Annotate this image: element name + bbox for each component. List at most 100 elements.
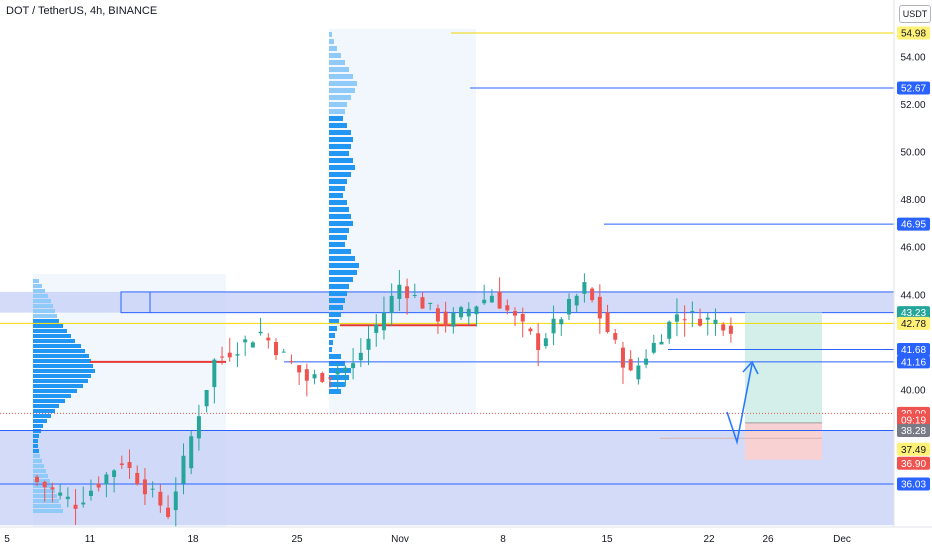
price-tick-label: 50.00 bbox=[900, 148, 925, 159]
price-label-text: 54.98 bbox=[901, 29, 926, 40]
candle-body bbox=[620, 347, 625, 368]
price-tick-label: 48.00 bbox=[900, 195, 925, 206]
candle-body bbox=[250, 342, 255, 348]
candle-body bbox=[112, 470, 117, 477]
candle-body bbox=[274, 342, 279, 356]
time-tick-label: Nov bbox=[391, 534, 409, 545]
candle-body bbox=[65, 496, 70, 500]
candle-body bbox=[166, 507, 171, 517]
projection-arrow bbox=[726, 360, 759, 446]
candle-body bbox=[366, 338, 371, 350]
candle-body bbox=[651, 342, 656, 353]
candle-body bbox=[667, 321, 672, 339]
background-layer bbox=[0, 29, 895, 527]
candle-body bbox=[127, 462, 132, 469]
price-label-tag bbox=[897, 442, 930, 456]
candle-body bbox=[728, 325, 733, 334]
candle-body bbox=[204, 390, 209, 407]
candle-body bbox=[374, 324, 379, 333]
price-label-text: 38.28 bbox=[901, 426, 926, 437]
candle-body bbox=[536, 333, 541, 351]
candle-body bbox=[613, 333, 618, 340]
candle-body bbox=[189, 436, 194, 469]
candle-body bbox=[698, 318, 703, 326]
candle-body bbox=[88, 490, 93, 497]
candle-body bbox=[574, 295, 579, 306]
price-axis: 40.00 44.00 46.00 48.00 50.00 52.00 54.00 54.98… bbox=[893, 0, 930, 527]
candle-body bbox=[520, 313, 525, 322]
candle-body bbox=[628, 359, 633, 371]
price-tick-label: 46.00 bbox=[900, 243, 925, 254]
price-label-text: 36.90 bbox=[901, 459, 926, 470]
price-label-text: 42.78 bbox=[901, 319, 926, 330]
time-tick-label: 15 bbox=[601, 534, 613, 545]
upper-supply-zone bbox=[0, 291, 894, 313]
price-tick-label: 40.00 bbox=[900, 386, 925, 397]
candle-body bbox=[466, 308, 471, 317]
candle-body bbox=[243, 339, 248, 343]
candle-body bbox=[412, 294, 417, 296]
candle-body bbox=[173, 491, 178, 511]
candle-body bbox=[505, 305, 510, 311]
price-label-tag bbox=[897, 343, 930, 357]
candle-body bbox=[335, 371, 340, 375]
candle-body bbox=[50, 487, 55, 490]
candle-body bbox=[150, 488, 155, 490]
candle-body bbox=[497, 291, 502, 309]
candle-body bbox=[420, 297, 425, 309]
candle-body bbox=[428, 302, 433, 304]
price-label-text: 52.67 bbox=[901, 83, 926, 94]
candle-body bbox=[644, 358, 649, 365]
price-label-tag bbox=[897, 316, 930, 330]
candle-body bbox=[474, 306, 479, 315]
candle-body bbox=[721, 324, 726, 331]
price-label-tag bbox=[897, 423, 930, 437]
candle-body bbox=[543, 338, 548, 347]
candle-body bbox=[559, 319, 564, 325]
candle-body bbox=[266, 337, 271, 341]
candle-body bbox=[690, 311, 695, 313]
time-tick-label: 18 bbox=[187, 534, 199, 545]
price-label-tag bbox=[897, 413, 930, 427]
candle-body bbox=[312, 374, 317, 379]
candles bbox=[35, 270, 733, 527]
candle-body bbox=[451, 312, 456, 327]
candle-body bbox=[58, 492, 63, 496]
candle-body bbox=[605, 312, 610, 332]
candle-body bbox=[659, 341, 664, 345]
candle-body bbox=[227, 352, 232, 358]
candle-body bbox=[459, 307, 464, 318]
candle-body bbox=[35, 476, 39, 483]
candle-body bbox=[158, 491, 163, 506]
arrow-head bbox=[742, 360, 759, 375]
candle-body bbox=[582, 282, 587, 294]
price-label-tag bbox=[897, 456, 930, 470]
price-label-text: 09:19 bbox=[901, 415, 926, 426]
candle-body bbox=[327, 377, 332, 379]
candle-body bbox=[590, 288, 595, 301]
level-lines bbox=[0, 32, 894, 485]
candle-body bbox=[489, 295, 494, 303]
candle-body bbox=[289, 361, 294, 363]
candle-body bbox=[212, 359, 217, 388]
time-tick-label: 5 bbox=[4, 534, 10, 545]
price-label-text: 37.49 bbox=[901, 445, 926, 456]
price-label-text: 46.95 bbox=[901, 220, 926, 231]
candle-body bbox=[443, 311, 448, 326]
price-label-text: 41.68 bbox=[901, 345, 926, 356]
price-label-tag bbox=[897, 217, 930, 231]
candle-body bbox=[135, 472, 140, 485]
candle-body bbox=[513, 311, 518, 316]
candle-body bbox=[381, 312, 386, 331]
candle-body bbox=[682, 319, 687, 321]
candle-body bbox=[482, 299, 487, 304]
arrow-path bbox=[726, 363, 753, 446]
currency-button[interactable]: USDT bbox=[899, 5, 931, 23]
candle-body bbox=[636, 365, 641, 380]
candle-body bbox=[597, 296, 602, 319]
candle-body bbox=[320, 373, 325, 382]
price-tick-label: 54.00 bbox=[900, 52, 925, 63]
price-label-tag bbox=[897, 306, 930, 320]
